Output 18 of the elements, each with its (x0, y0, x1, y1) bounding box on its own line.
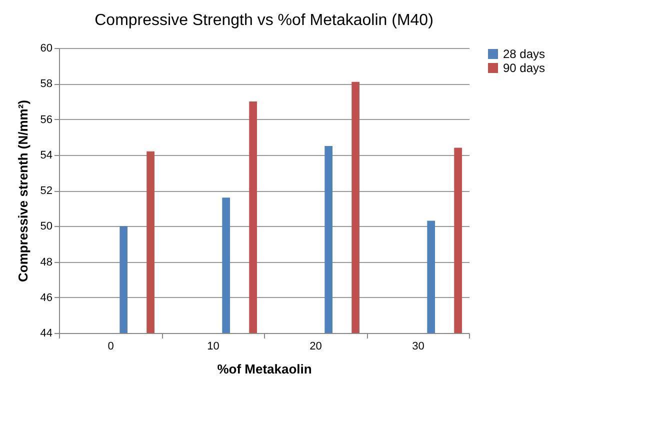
chart-title: Compressive Strength vs %of Metakaolin (M40) (94, 12, 434, 29)
y-tick-label: 50 (40, 220, 52, 233)
y-tick-label: 60 (40, 42, 52, 54)
y-tick-label: 44 (40, 328, 52, 340)
x-tick-label: 20 (310, 340, 322, 352)
y-tick-label: 46 (40, 292, 52, 304)
y-tick-label: 52 (40, 185, 52, 197)
legend-label: 90 days (503, 61, 546, 75)
y-tick-label: 58 (40, 78, 52, 90)
y-axis-title: Compressive strenth (N/mm²) (15, 100, 30, 282)
x-axis-title: %of Metakaolin (217, 362, 312, 376)
x-tick-label: 30 (412, 340, 424, 352)
y-tick-label: 54 (40, 149, 52, 162)
x-tick-label: 0 (108, 340, 114, 352)
y-tick-label: 56 (40, 114, 52, 126)
y-tick-label: 48 (40, 256, 52, 268)
legend-label: 28 days (503, 47, 546, 61)
x-tick-label: 10 (207, 340, 220, 352)
